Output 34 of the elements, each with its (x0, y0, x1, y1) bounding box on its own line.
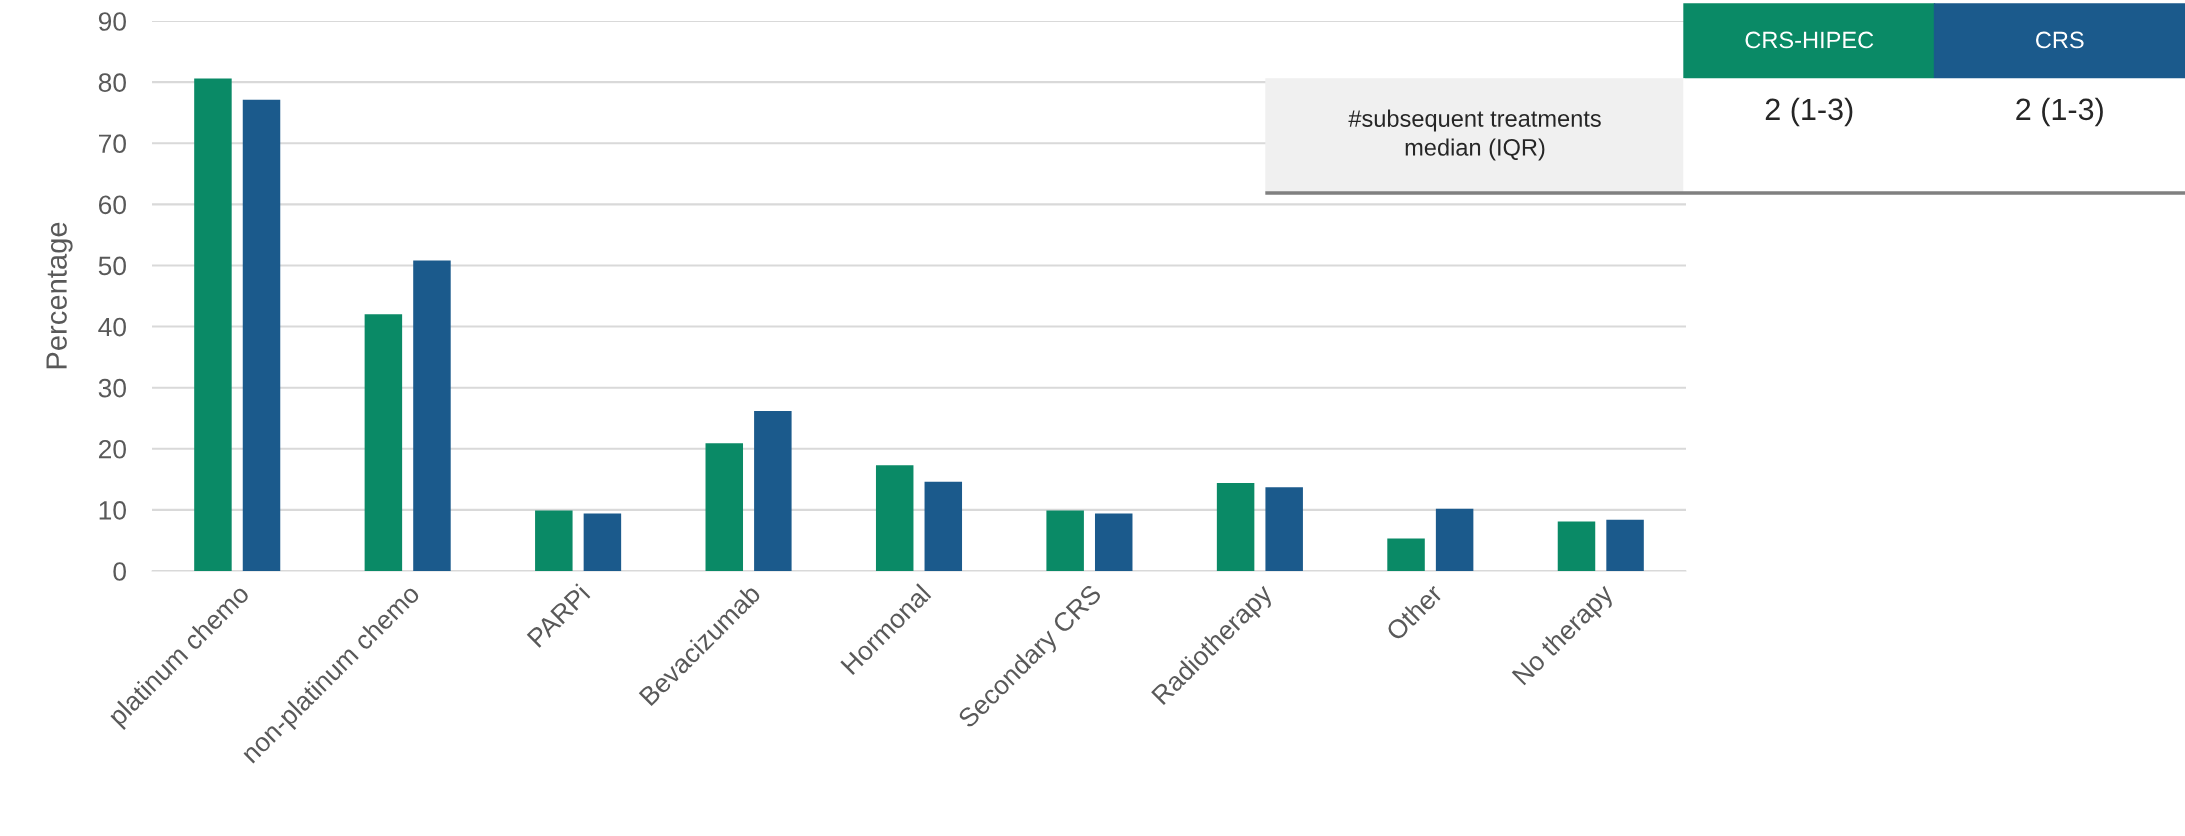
bar (194, 78, 232, 571)
bar (1557, 521, 1596, 571)
bar (875, 465, 914, 571)
bar (1265, 487, 1303, 571)
bar (242, 99, 281, 571)
bar (1387, 538, 1425, 571)
y-tick-label: 0 (113, 562, 126, 581)
y-tick-label: 70 (99, 134, 126, 154)
bar (705, 443, 744, 571)
bar (1606, 519, 1644, 571)
y-tick-label: 90 (98, 12, 126, 31)
bar (535, 510, 573, 571)
y-axis-title: Percentage (46, 222, 73, 369)
bar (413, 260, 451, 571)
y-tick-label: 80 (98, 73, 126, 92)
y-tick-label: 40 (98, 317, 126, 337)
y-tick-label: 30 (98, 378, 126, 398)
y-tick-label: 60 (98, 195, 126, 215)
text: CRS (2036, 31, 2084, 49)
bar (1435, 508, 1474, 571)
bar (754, 410, 792, 571)
text: 2 (1-3) (1765, 97, 1853, 127)
y-tick-label: 50 (98, 256, 126, 276)
bar (1046, 510, 1084, 571)
bar (364, 314, 403, 571)
bar (1216, 483, 1255, 571)
bar (583, 513, 622, 571)
y-tick-label: 10 (99, 501, 126, 520)
y-tick-label: 20 (98, 439, 126, 459)
text: 2 (1-3) (2016, 97, 2103, 127)
bar (924, 481, 963, 571)
annotation: #subsequent treatments median (IQR) (1348, 109, 1601, 161)
text: CRS-HIPEC (1745, 31, 1874, 49)
bar (1094, 513, 1133, 571)
